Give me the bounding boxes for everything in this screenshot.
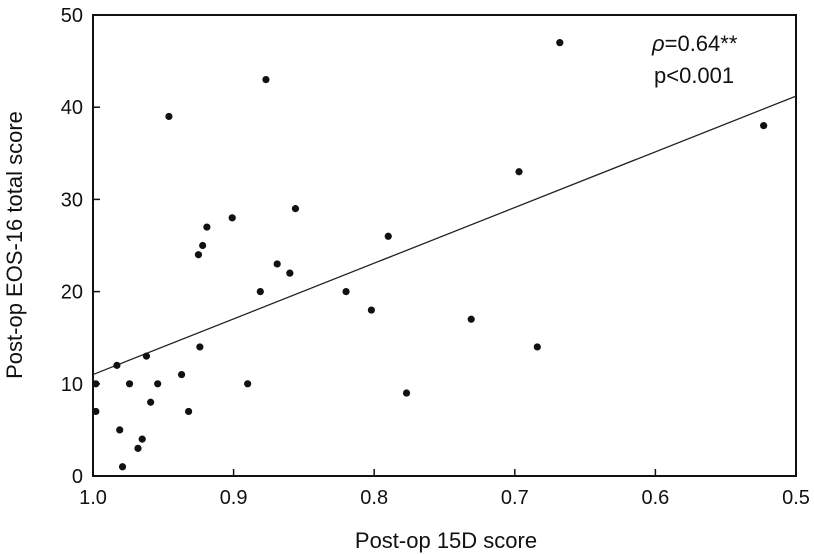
rho-value: =0.64** <box>665 31 738 56</box>
x-tick-label: 1.0 <box>79 487 107 509</box>
y-tick-label: 10 <box>61 374 83 396</box>
data-point <box>116 426 124 434</box>
data-point <box>194 251 203 259</box>
y-tick-label: 30 <box>61 189 83 211</box>
data-point <box>203 223 211 231</box>
x-tick-label: 0.8 <box>360 487 388 509</box>
data-point <box>467 315 475 323</box>
data-point <box>147 398 155 406</box>
data-point <box>286 269 294 277</box>
data-point <box>273 260 281 268</box>
data-point <box>384 232 392 240</box>
y-tick-label: 0 <box>72 466 83 488</box>
data-point <box>244 380 252 388</box>
data-point <box>256 288 264 296</box>
rho-symbol: ρ <box>651 31 665 56</box>
x-tick-label: 0.6 <box>641 487 669 509</box>
data-point <box>291 205 300 213</box>
trend-line <box>92 95 797 376</box>
data-point <box>113 361 121 369</box>
data-point <box>533 343 541 351</box>
data-point <box>92 380 100 388</box>
data-point <box>142 352 151 360</box>
data-point <box>196 343 204 351</box>
x-tick-label: 0.7 <box>501 487 529 509</box>
data-point <box>367 306 375 314</box>
data-point <box>118 463 127 471</box>
data-point <box>228 214 236 222</box>
data-point <box>134 444 142 452</box>
data-point <box>402 389 411 397</box>
tick-labels: 1.0 0.9 0.8 0.7 0.6 0.5 0 10 20 30 40 50 <box>61 5 810 509</box>
data-point <box>125 380 134 388</box>
y-tick-label: 50 <box>61 5 83 27</box>
x-tick-label: 0.9 <box>220 487 248 509</box>
axes <box>92 14 797 477</box>
data-point <box>199 241 207 250</box>
data-points <box>92 39 768 471</box>
data-point <box>760 122 768 130</box>
x-tick-label: 0.5 <box>782 487 810 509</box>
plot-frame <box>92 14 797 477</box>
data-point <box>515 168 523 176</box>
trendline-group <box>92 95 797 376</box>
y-tick-label: 20 <box>61 282 83 304</box>
data-point <box>185 407 193 416</box>
data-point <box>92 407 100 416</box>
data-point <box>342 288 350 296</box>
data-point <box>177 370 186 379</box>
x-axis-title: Post-op 15D score <box>355 528 537 553</box>
data-point <box>165 112 173 121</box>
p-value-annotation: p<0.001 <box>654 63 734 88</box>
y-axis-title: Post-op EOS-16 total score <box>2 111 27 379</box>
data-point <box>154 380 162 388</box>
rho-annotation: ρ=0.64** <box>651 31 738 56</box>
data-point <box>556 39 564 47</box>
y-tick-label: 40 <box>61 97 83 119</box>
data-point <box>138 435 146 443</box>
data-point <box>262 75 270 84</box>
